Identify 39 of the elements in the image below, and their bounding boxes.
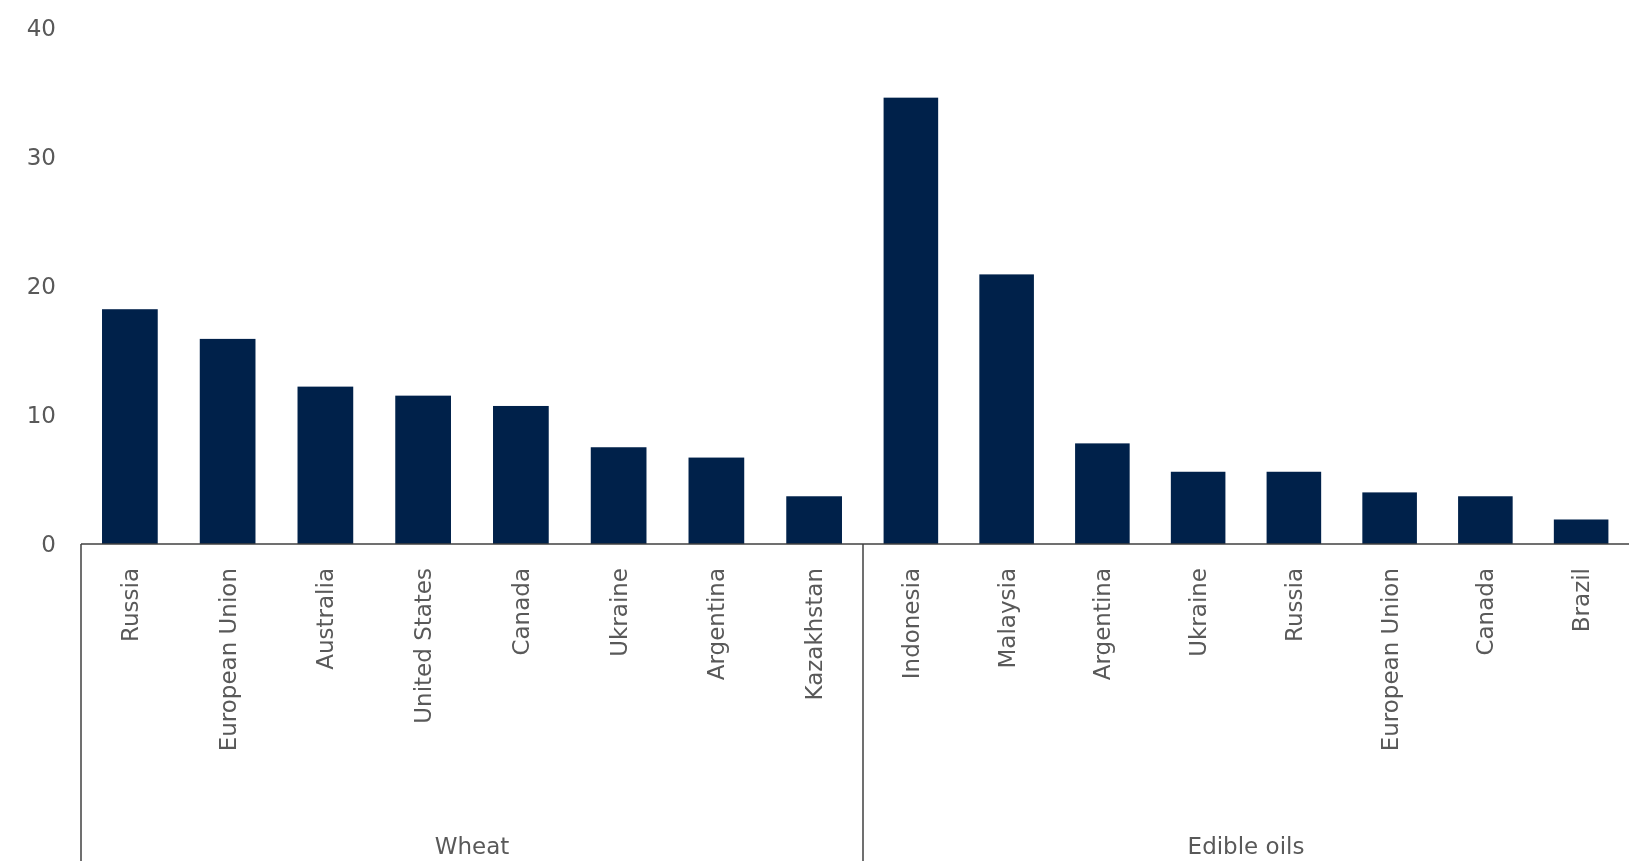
x-tick-label: Russia bbox=[116, 568, 143, 642]
x-tick-label: Canada bbox=[1472, 568, 1499, 656]
x-tick-label: European Union bbox=[214, 568, 241, 752]
x-tick-label: Brazil bbox=[1568, 568, 1595, 633]
bar bbox=[1362, 492, 1417, 544]
x-tick-label: Canada bbox=[507, 568, 534, 656]
bar bbox=[590, 447, 647, 544]
x-tick-label: Russia bbox=[1280, 568, 1307, 642]
bar bbox=[102, 309, 158, 544]
x-tick-label: European Union bbox=[1376, 568, 1403, 752]
bar bbox=[786, 496, 842, 544]
y-tick-label: 10 bbox=[26, 402, 56, 429]
x-tick-label: Ukraine bbox=[605, 568, 632, 657]
bar bbox=[1553, 519, 1609, 544]
x-tick-label: Indonesia bbox=[897, 568, 924, 680]
x-axis-title: Wheat bbox=[434, 833, 510, 859]
x-tick-label: Australia bbox=[312, 568, 339, 670]
x-tick-label: Malaysia bbox=[993, 568, 1020, 669]
bar bbox=[979, 274, 1034, 544]
bar bbox=[199, 338, 256, 544]
bar bbox=[1458, 496, 1513, 544]
bar bbox=[883, 97, 939, 544]
bar bbox=[297, 386, 354, 544]
x-tick-label: Argentina bbox=[1089, 568, 1116, 681]
bar bbox=[395, 395, 451, 544]
bar bbox=[1075, 443, 1130, 544]
bar bbox=[1266, 471, 1322, 544]
y-tick-label: 40 bbox=[26, 15, 56, 42]
bar bbox=[1170, 471, 1226, 544]
x-tick-label: Ukraine bbox=[1185, 568, 1212, 657]
bar bbox=[688, 457, 745, 544]
y-tick-label: 20 bbox=[26, 273, 56, 300]
bar bbox=[493, 405, 549, 544]
x-tick-label: Argentina bbox=[703, 568, 730, 681]
x-tick-label: Kazakhstan bbox=[801, 568, 828, 701]
x-tick-label: United States bbox=[410, 568, 437, 724]
x-axis-title: Edible oils bbox=[1187, 833, 1305, 859]
y-tick-label: 30 bbox=[26, 144, 56, 171]
y-tick-label: 0 bbox=[41, 531, 56, 558]
